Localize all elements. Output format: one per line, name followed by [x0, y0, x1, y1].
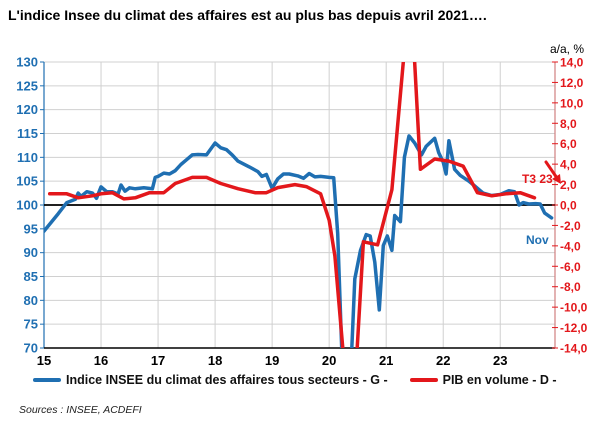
- right-axis-label: a/a, %: [550, 42, 584, 56]
- right-tick-label: -12,0: [560, 321, 588, 335]
- left-tick-label: 80: [24, 293, 38, 308]
- right-tick-label: 12,0: [560, 76, 584, 90]
- legend-item-pib: PIB en volume - D -: [409, 373, 557, 387]
- left-tick-label: 95: [24, 221, 38, 236]
- gridlines: [44, 61, 555, 348]
- x-tick-label: 15: [37, 353, 51, 368]
- right-tick-label: -14,0: [560, 342, 588, 356]
- right-tick-label: 4,0: [560, 158, 577, 172]
- series-lines: [44, 62, 554, 348]
- annotation-t3: T3 23: [522, 172, 553, 186]
- x-tick-label: 22: [436, 353, 450, 368]
- left-tick-label: 120: [16, 102, 38, 117]
- axes: 70 75 80 85 90 95 100 105 110 115 120 125 130 15 16 17 1…: [16, 42, 587, 368]
- left-tick-label: 130: [16, 55, 38, 70]
- chart-title: L'indice Insee du climat des affaires es…: [8, 7, 487, 23]
- legend: Indice INSEE du climat des affaires tous…: [33, 373, 579, 387]
- x-tick-label: 21: [379, 353, 393, 368]
- right-tick-label: 2,0: [560, 178, 577, 192]
- left-tick-label: 100: [16, 198, 38, 213]
- legend-item-insee: Indice INSEE du climat des affaires tous…: [33, 373, 388, 387]
- forecast-arrow: [544, 160, 559, 180]
- legend-swatch-blue: [33, 378, 61, 382]
- left-tick-label: 115: [17, 126, 38, 141]
- x-tick-label: 18: [208, 353, 222, 368]
- right-tick-label: 0,0: [560, 199, 577, 213]
- left-tick-label: 105: [16, 174, 38, 189]
- x-tick-label: 20: [322, 353, 336, 368]
- right-tick-label: 10,0: [560, 96, 584, 110]
- legend-label: Indice INSEE du climat des affaires tous…: [66, 373, 388, 387]
- right-tick-label: -4,0: [560, 239, 581, 253]
- left-tick-label: 90: [24, 245, 38, 260]
- right-tick-label: 14,0: [560, 56, 584, 70]
- left-tick-label: 85: [24, 269, 38, 284]
- left-tick-label: 70: [24, 341, 38, 356]
- chart: 70 75 80 85 90 95 100 105 110 115 120 125 130 15 16 17 1…: [16, 42, 587, 368]
- arrow-head-icon: [552, 174, 561, 184]
- right-tick-label: 6,0: [560, 137, 577, 151]
- right-tick-label: -10,0: [560, 301, 588, 315]
- series-line-insee: [44, 134, 554, 348]
- x-tick-label: 23: [493, 353, 507, 368]
- x-tick-label: 19: [265, 353, 279, 368]
- right-tick-label: 8,0: [560, 117, 577, 131]
- right-tick-label: -2,0: [560, 219, 581, 233]
- legend-swatch-red: [409, 378, 438, 382]
- right-tick-label: -8,0: [560, 280, 581, 294]
- right-tick-label: -6,0: [560, 260, 581, 274]
- series-line-pib: [47, 62, 537, 348]
- x-tick-label: 16: [94, 353, 108, 368]
- legend-label: PIB en volume - D -: [442, 373, 557, 387]
- annotation-nov: Nov: [526, 233, 549, 247]
- annotations: T3 23 Nov: [522, 160, 561, 247]
- left-tick-label: 125: [16, 78, 38, 93]
- left-tick-label: 75: [24, 317, 38, 332]
- x-tick-label: 17: [151, 353, 165, 368]
- left-tick-label: 110: [17, 150, 38, 165]
- sources-note: Sources : INSEE, ACDEFI: [19, 404, 142, 416]
